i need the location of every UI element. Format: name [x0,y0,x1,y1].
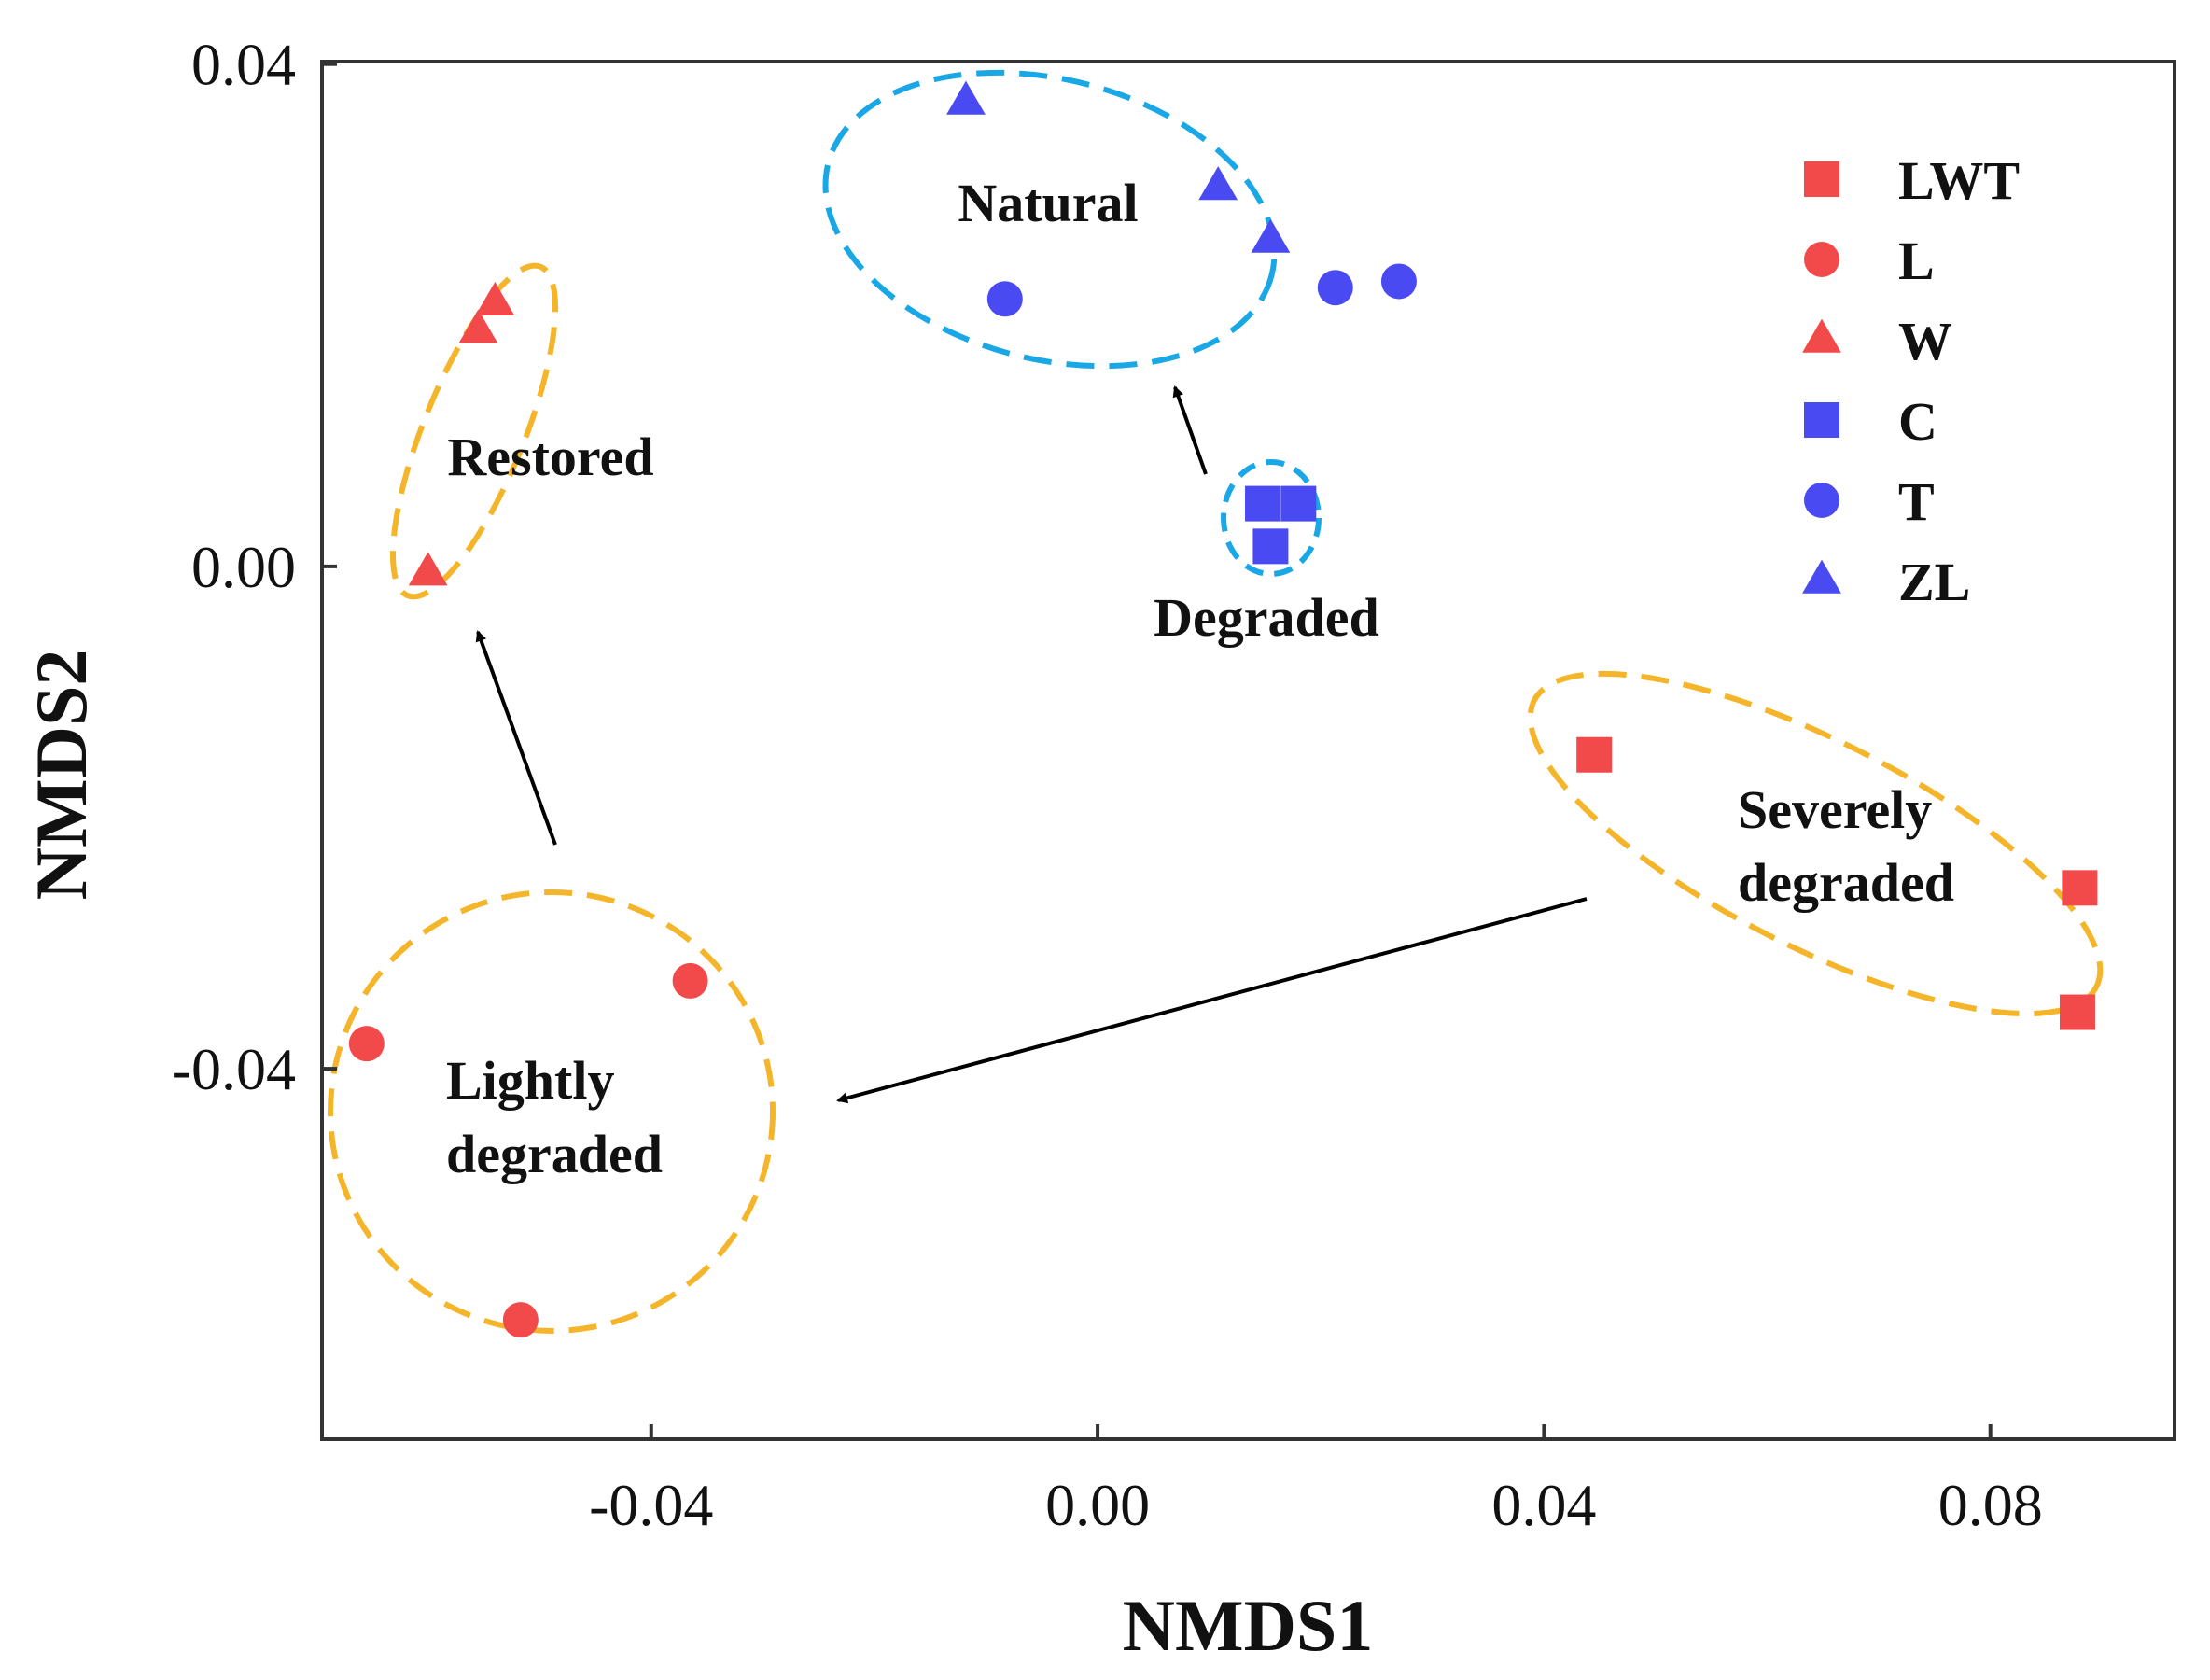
group-outlines [328,69,2104,1334]
data-point-lwt [1576,736,1613,773]
natural-group-outline [822,69,1278,370]
data-point-zl [946,80,986,115]
arrow-degraded-to-natural [1172,385,1208,475]
data-point-t [1380,263,1417,300]
data-point-w [408,552,448,586]
legend-marker-lwt [1804,161,1839,197]
x-tick-label: -0.04 [589,1472,713,1538]
degraded-group-outline [1221,459,1322,577]
group-label-degraded: Degraded [1154,587,1379,648]
group-labels: Natural Degraded Restored Lightly degrad… [446,173,1954,1184]
group-label-severely-line1: Severely [1738,779,1932,840]
data-point-t [1317,270,1353,306]
restored-group-outline [389,262,559,600]
data-point-w [458,309,498,343]
transition-arrows [475,385,1588,1104]
data-point-lwt [2059,994,2095,1030]
data-point-l [502,1302,539,1338]
severely-degraded-group-outline [1527,670,2104,1017]
data-point-t [986,281,1023,317]
data-point-l [348,1026,385,1062]
data-point-zl [1198,166,1238,201]
y-tick-label: 0.04 [191,32,296,98]
data-point-zl [1251,218,1291,253]
lightly-degraded-group-outline [328,889,776,1334]
group-label-restored: Restored [447,427,653,487]
legend-label-l: L [1898,231,1935,291]
x-tick-label: 0.00 [1045,1472,1150,1538]
legend-marker-zl [1802,559,1841,594]
legend-label-w: W [1898,311,1952,371]
data-point-c [1280,485,1317,522]
legend-marker-t [1804,483,1839,518]
arrow-lightly-to-restored [475,630,557,846]
axis-ticks: -0.04 0.00 0.04 0.08 -0.04 0.00 0.04 [172,32,2043,1538]
data-point-w [475,281,515,316]
y-tick-label: 0.00 [191,534,296,600]
legend-label-zl: ZL [1898,552,1970,612]
legend-label-t: T [1898,471,1935,532]
data-point-c [1245,485,1281,522]
legend-marker-c [1804,402,1839,438]
group-label-severely-line2: degraded [1738,852,1954,913]
y-tick-label: -0.04 [172,1036,296,1102]
arrow-severely-to-lightly [836,897,1588,1104]
x-axis-title: NMDS1 [1123,1585,1374,1666]
legend-marker-l [1804,242,1839,277]
data-point-l [672,962,708,999]
y-axis-title: NMDS2 [21,650,102,901]
legend-label-lwt: LWT [1898,150,2020,211]
data-point-lwt [2062,870,2098,906]
data-point-c [1252,528,1289,565]
group-label-lightly-line2: degraded [446,1124,663,1184]
group-label-lightly-line1: Lightly [446,1050,615,1111]
x-tick-label: 0.04 [1491,1472,1596,1538]
data-points [348,80,2098,1338]
legend-label-c: C [1898,391,1937,452]
group-label-natural: Natural [958,173,1138,233]
plot-frame [320,60,2176,1441]
x-tick-label: 0.08 [1938,1472,2043,1538]
legend-marker-w [1802,318,1841,353]
